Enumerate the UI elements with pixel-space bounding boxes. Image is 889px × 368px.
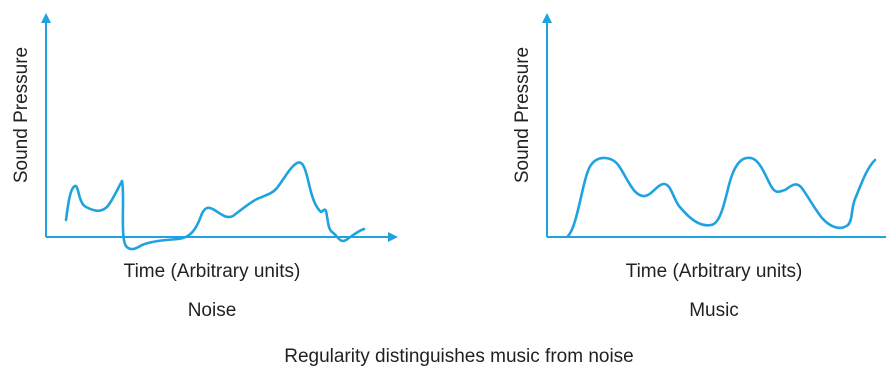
music-ylabel: Sound Pressure [512, 47, 533, 183]
music-title: Music [689, 300, 739, 321]
noise-x-axis-arrow [388, 232, 398, 242]
music-xlabel: Time (Arbitrary units) [626, 261, 803, 282]
music-waveform [566, 156, 877, 238]
music-panel: Sound Pressure Time (Arbitrary units) Mu… [512, 13, 886, 321]
noise-xlabel: Time (Arbitrary units) [124, 261, 301, 282]
noise-waveform [64, 161, 366, 251]
noise-panel: Sound Pressure Time (Arbitrary units) No… [11, 13, 398, 321]
noise-title: Noise [188, 300, 237, 321]
figure-caption: Regularity distinguishes music from nois… [284, 346, 634, 367]
noise-ylabel: Sound Pressure [11, 47, 32, 183]
music-y-axis-arrow [542, 13, 552, 23]
noise-y-axis-arrow [41, 13, 51, 23]
